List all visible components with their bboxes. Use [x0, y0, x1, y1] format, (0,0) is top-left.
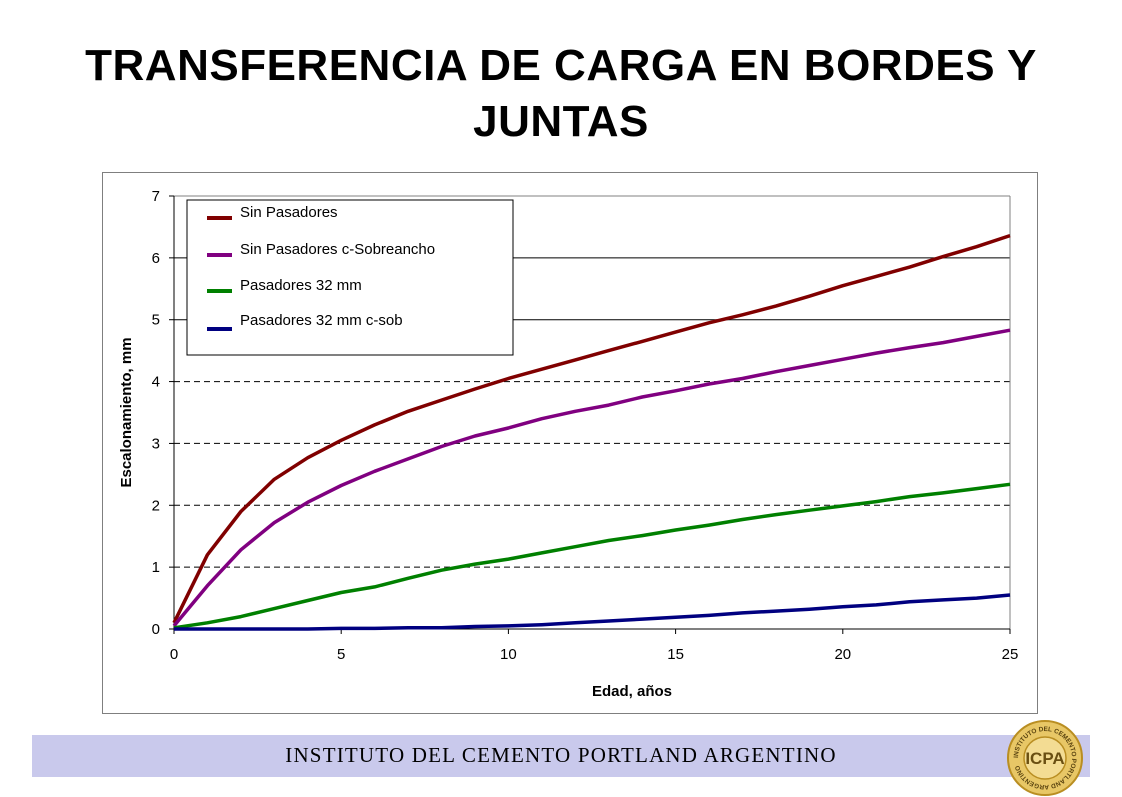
- x-axis-title: Edad, años: [592, 683, 672, 700]
- chart-frame: 0 1 2 3 4 5 6 7 0 5 10 15 20 25 Edad, años Escalonamien…: [102, 172, 1038, 714]
- logo-inner-disc: [1023, 736, 1067, 780]
- legend-box: [186, 199, 514, 356]
- y-tick-label: 5: [152, 312, 160, 329]
- icpa-logo: INSTITUTO DEL CEMENTO PORTLAND ARGENTINO…: [1007, 720, 1083, 796]
- legend-label: Pasadores 32 mm c-sob: [240, 312, 403, 329]
- logo-text: ICPA: [1025, 749, 1064, 768]
- y-axis-title: Escalonamiento, mm: [118, 337, 135, 487]
- x-tick-label: 10: [500, 646, 517, 663]
- x-tick-label: 20: [834, 646, 851, 663]
- legend-label: Pasadores 32 mm: [240, 277, 362, 294]
- y-tick-label: 1: [152, 559, 160, 576]
- footer-text: INSTITUTO DEL CEMENTO PORTLAND ARGENTINO: [285, 743, 837, 767]
- legend-label: Sin Pasadores c-Sobreancho: [240, 241, 435, 258]
- footer-band: [32, 735, 1090, 777]
- series-line: [172, 328, 1011, 628]
- legend-label: Sin Pasadores: [240, 204, 338, 221]
- y-tick-label: 2: [152, 497, 160, 514]
- y-tick-label: 4: [152, 374, 160, 391]
- x-tick-label: 15: [667, 646, 684, 663]
- y-tick-label: 6: [152, 250, 160, 267]
- series-line: [173, 482, 1011, 630]
- slide-title: TRANSFERENCIA DE CARGA EN BORDES Y JUNTA…: [85, 41, 1037, 146]
- x-tick-label: 5: [337, 646, 345, 663]
- y-tick-label: 0: [152, 621, 160, 638]
- series-line: [172, 233, 1011, 624]
- y-tick-label: 7: [152, 188, 160, 205]
- series-line: [174, 593, 1011, 631]
- x-tick-label: 0: [170, 646, 178, 663]
- x-tick-label: 25: [1002, 646, 1019, 663]
- line-chart: 0 1 2 3 4 5 6 7 0 5 10 15 20 25 Edad, años Escalonamien…: [118, 188, 1019, 700]
- y-tick-label: 3: [152, 435, 160, 452]
